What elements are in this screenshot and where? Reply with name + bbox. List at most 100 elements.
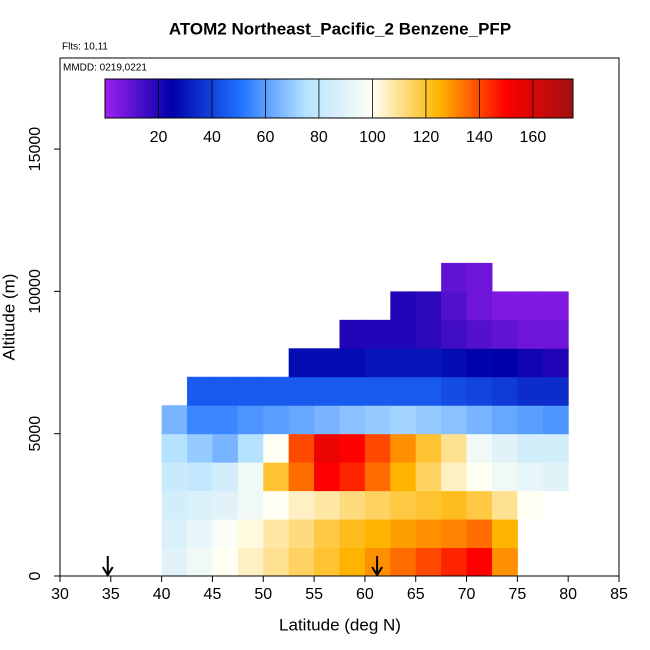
colorbar-cell (202, 79, 207, 118)
heat-cell (491, 490, 518, 520)
colorbar-cell (241, 79, 246, 118)
heat-cell (364, 376, 391, 406)
plot-frame (59, 57, 620, 577)
heat-cell (466, 433, 493, 463)
colorbar-cell (159, 79, 164, 118)
colorbar-cell (218, 79, 223, 118)
heat-cell (263, 433, 290, 463)
colorbar-cell (346, 79, 352, 118)
colorbar-cell (323, 79, 328, 118)
heat-cell (364, 319, 391, 349)
heat-cell (187, 462, 213, 492)
heat-cell (415, 376, 442, 406)
colorbar-cell (147, 79, 153, 118)
colorbar-cell (358, 79, 363, 118)
heat-cell (187, 376, 213, 406)
heat-cell (390, 519, 417, 549)
heat-cell (288, 376, 315, 406)
colorbar-cell (237, 79, 242, 118)
colorbar-cell (284, 79, 289, 118)
colorbar-cell (487, 79, 492, 118)
heat-cell (441, 490, 468, 520)
heat-cell (237, 519, 264, 549)
heat-cell (187, 433, 213, 463)
colorbar-cell (514, 79, 519, 118)
colorbar-cell (331, 79, 336, 118)
heat-cell (364, 519, 391, 549)
heat-cell (517, 405, 544, 435)
colorbar-cell (409, 79, 414, 118)
heat-cell (517, 291, 544, 321)
colorbar-cell (444, 79, 449, 118)
heat-cell (237, 547, 264, 577)
heat-cell (390, 462, 417, 492)
heat-cell (542, 462, 569, 492)
heat-cell (263, 519, 290, 549)
colorbar-cell (105, 79, 110, 118)
heat-cell (314, 433, 340, 463)
colorbar-cell (268, 79, 274, 118)
colorbar-cell (132, 79, 137, 118)
colorbar-cell (186, 79, 192, 118)
colorbar-cell (171, 79, 176, 118)
colorbar-cell (569, 79, 574, 118)
heat-cell (466, 291, 493, 321)
colorbar-cell (190, 79, 196, 118)
chart-title: ATOM2 Northeast_Pacific_2 Benzene_PFP (169, 19, 511, 38)
x-tick-label: 55 (305, 586, 323, 603)
heat-cell (212, 405, 239, 435)
heat-cell (212, 490, 239, 520)
heat-cell (390, 405, 417, 435)
heat-cell (542, 405, 569, 435)
heat-cell (491, 348, 518, 378)
colorbar-cell (495, 79, 500, 118)
heat-cell (314, 348, 340, 378)
colorbar-cell (354, 79, 359, 118)
heat-cell (339, 490, 366, 520)
colorbar-cell (342, 79, 348, 118)
arrow-head (371, 566, 383, 577)
colorbar-cell (214, 79, 219, 118)
colorbar-cell (124, 79, 129, 118)
colorbar-cell (151, 79, 157, 118)
colorbar-cell (350, 79, 356, 118)
heat-cell (415, 433, 442, 463)
colorbar-tick-label: 60 (257, 129, 275, 146)
colorbar-cell (448, 79, 453, 118)
heat-cell (441, 519, 468, 549)
heat-cell (517, 490, 544, 520)
x-tick-label: 40 (153, 586, 171, 603)
colorbar-cell (116, 79, 122, 118)
colorbar-cell (225, 79, 231, 118)
heat-cell (542, 376, 569, 406)
arrow-head (101, 566, 114, 577)
colorbar-cell (362, 79, 367, 118)
heat-cell (491, 376, 518, 406)
heat-cell (441, 547, 468, 577)
heat-cell (466, 319, 493, 349)
colorbar-cell (467, 79, 473, 118)
colorbar-cell (327, 79, 332, 118)
colorbar-cell (245, 79, 250, 118)
heat-cell (415, 291, 442, 321)
heat-cell (415, 319, 442, 349)
colorbar-cell (374, 79, 379, 118)
colorbar-cell (280, 79, 285, 118)
heat-cell (415, 519, 442, 549)
x-axis-label: Latitude (deg N) (279, 615, 401, 634)
colorbar-cell (272, 79, 278, 118)
heat-cell (237, 433, 264, 463)
x-tick-label: 35 (102, 586, 120, 603)
heat-cell (415, 490, 442, 520)
heat-cell (187, 519, 213, 549)
heat-cell (466, 490, 493, 520)
colorbar-cell (459, 79, 465, 118)
colorbar-cell (222, 79, 227, 118)
colorbar-cell (288, 79, 293, 118)
heat-cell (314, 462, 340, 492)
colorbar-cell (452, 79, 457, 118)
heat-cell (187, 547, 213, 577)
colorbar-cell (315, 79, 320, 118)
heat-cell (263, 405, 290, 435)
